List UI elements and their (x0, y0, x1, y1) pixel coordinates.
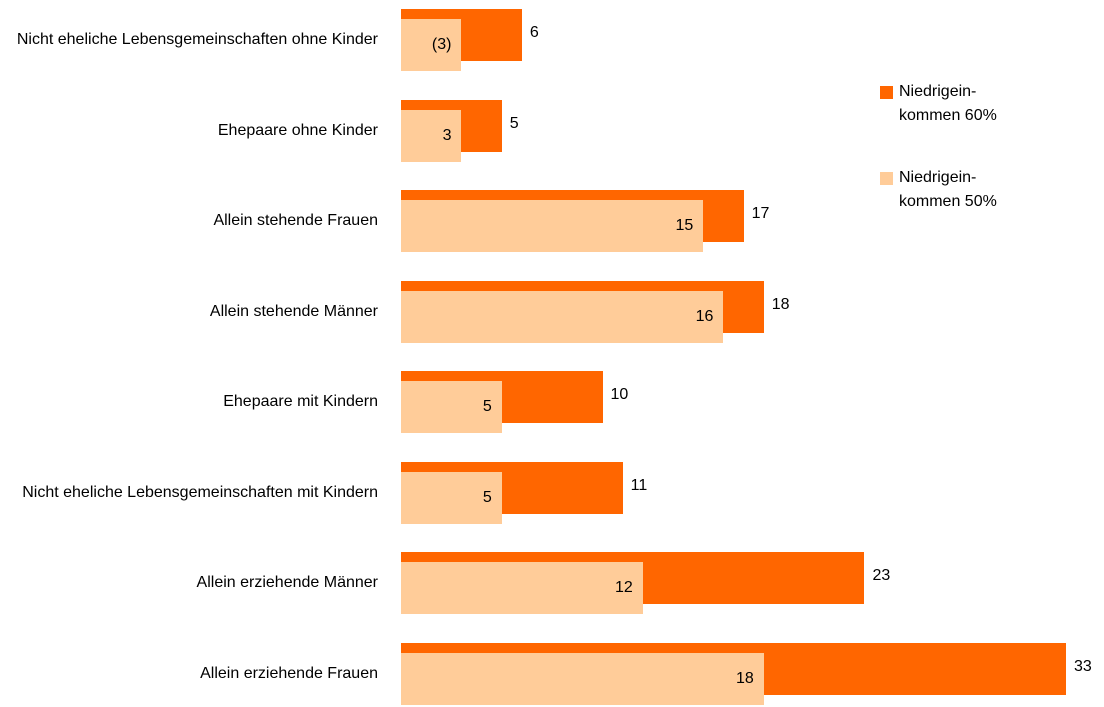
value-label: 10 (610, 386, 629, 403)
value-label: 11 (630, 476, 648, 494)
category-label: Nicht eheliche Lebensgemeinschaften mit … (0, 481, 378, 505)
value-label: 17 (751, 205, 770, 222)
category-label: Ehepaare mit Kindern (0, 390, 378, 414)
bar (401, 19, 462, 71)
value-label: 18 (771, 295, 790, 313)
value-label: 23 (872, 567, 891, 584)
value-label: 12 (615, 579, 633, 596)
value-label: 3 (442, 126, 452, 144)
category-label: Nicht eheliche Lebensgemeinschaften ohne… (0, 28, 378, 52)
value-label: 6 (529, 24, 539, 41)
legend-swatch (880, 86, 893, 99)
bar (401, 290, 724, 343)
category-text: Ehepaare ohne Kinder (217, 121, 378, 139)
category-text: Allein erziehende Männer (196, 574, 378, 591)
legend-swatch (880, 172, 893, 185)
category-text: Allein stehende Männer (209, 302, 378, 320)
bar (401, 200, 704, 252)
category-label: Allein stehende Frauen (0, 209, 378, 233)
category-text: Allein erziehende Frauen (200, 664, 378, 682)
category-label: Ehepaare ohne Kinder (0, 119, 378, 143)
category-label: Allein erziehende Männer (0, 571, 378, 595)
value-label: 5 (509, 114, 519, 132)
category-label: Allein erziehende Frauen (0, 662, 378, 686)
value-label: (3) (431, 36, 452, 53)
bar (401, 381, 502, 433)
bar (401, 652, 764, 705)
legend-text: Niedrigein- kommen 60% (899, 83, 997, 124)
value-label: 33 (1074, 657, 1092, 675)
value-label: 5 (482, 488, 492, 506)
category-text: Ehepaare mit Kindern (223, 393, 378, 410)
value-label: 5 (482, 398, 492, 415)
category-text: Nicht eheliche Lebensgemeinschaften ohne… (16, 31, 378, 48)
bar (401, 562, 643, 614)
category-label: Allein stehende Männer (0, 300, 378, 324)
bar (401, 471, 502, 524)
value-label: 18 (735, 669, 754, 687)
value-label: 16 (695, 307, 714, 325)
category-text: Nicht eheliche Lebensgemeinschaften mit … (22, 483, 378, 501)
legend-text: Niedrigein- kommen 50% (899, 169, 997, 210)
bar (401, 109, 462, 162)
value-label: 15 (675, 217, 694, 234)
category-text: Allein stehende Frauen (213, 212, 378, 229)
